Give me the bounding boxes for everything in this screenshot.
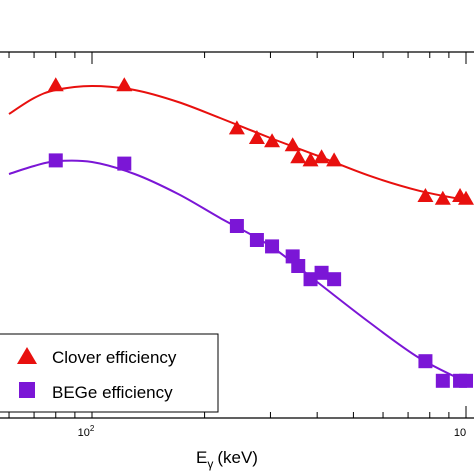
bege-data-point bbox=[314, 265, 329, 280]
clover-data-point bbox=[326, 152, 343, 167]
x-axis-label-main: E bbox=[196, 448, 207, 467]
clover-data-point bbox=[458, 190, 474, 205]
bege-data-point bbox=[327, 272, 342, 287]
bege-data-point bbox=[303, 272, 318, 287]
bege-data-point bbox=[265, 239, 280, 254]
clover-data-point bbox=[116, 77, 133, 92]
bege-data-point bbox=[117, 156, 132, 171]
clover-data-point bbox=[264, 133, 281, 148]
clover-data-point bbox=[284, 137, 301, 152]
clover-data-point bbox=[313, 149, 330, 164]
clover-data-point bbox=[47, 77, 64, 92]
bege-data-point bbox=[249, 233, 264, 247]
legend: Clover efficiency BEGe efficiency bbox=[0, 333, 219, 413]
clover-data-point bbox=[228, 120, 245, 135]
x-tick-label: 10 bbox=[454, 427, 466, 439]
bege-data-point bbox=[229, 219, 244, 233]
x-axis-label-sub: γ bbox=[207, 457, 213, 471]
bege-data-point bbox=[435, 373, 450, 388]
legend-label-bege: BEGe efficiency bbox=[52, 383, 173, 402]
x-axis-label-unit: (keV) bbox=[217, 448, 258, 467]
x-tick-label: 102 bbox=[78, 424, 95, 439]
clover-data-point bbox=[417, 188, 434, 202]
legend-marker-bege bbox=[19, 382, 35, 398]
x-tick-labels: 102 10 bbox=[78, 424, 466, 439]
bege-data-point bbox=[48, 153, 63, 168]
legend-box bbox=[0, 333, 219, 413]
bege-data-point bbox=[459, 373, 473, 388]
x-axis-label: Eγ (keV) bbox=[196, 448, 258, 471]
bege-data-point bbox=[418, 354, 433, 369]
legend-marker-clover bbox=[17, 347, 37, 364]
legend-label-clover: Clover efficiency bbox=[52, 348, 177, 367]
clover-data-point bbox=[248, 130, 265, 144]
clover-data-point bbox=[434, 190, 451, 205]
data-points bbox=[47, 77, 474, 388]
clover-data-point bbox=[290, 149, 307, 164]
bege-data-point bbox=[291, 259, 306, 273]
